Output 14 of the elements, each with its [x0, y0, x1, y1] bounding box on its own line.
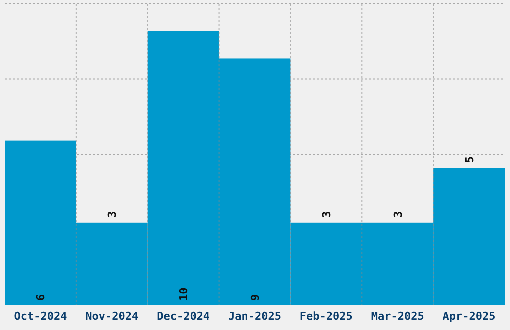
x-tick-label: Dec-2024 — [157, 310, 210, 323]
data-label: 3 — [392, 211, 405, 218]
data-label: 3 — [320, 211, 334, 218]
data-label: 10 — [178, 288, 191, 301]
data-label: 5 — [463, 156, 476, 164]
data-label: 3 — [106, 211, 120, 218]
x-tick-label: Mar-2025 — [371, 310, 424, 323]
x-tick-label: Nov-2024 — [86, 310, 140, 323]
x-tick-label: Jan-2025 — [228, 310, 282, 323]
x-tick-label: Apr-2025 — [442, 310, 496, 323]
data-label: 6 — [34, 294, 48, 301]
x-tick-label: Feb-2025 — [300, 310, 353, 323]
data-label: 9 — [249, 294, 262, 301]
x-tick-label: Oct-2024 — [14, 310, 68, 323]
